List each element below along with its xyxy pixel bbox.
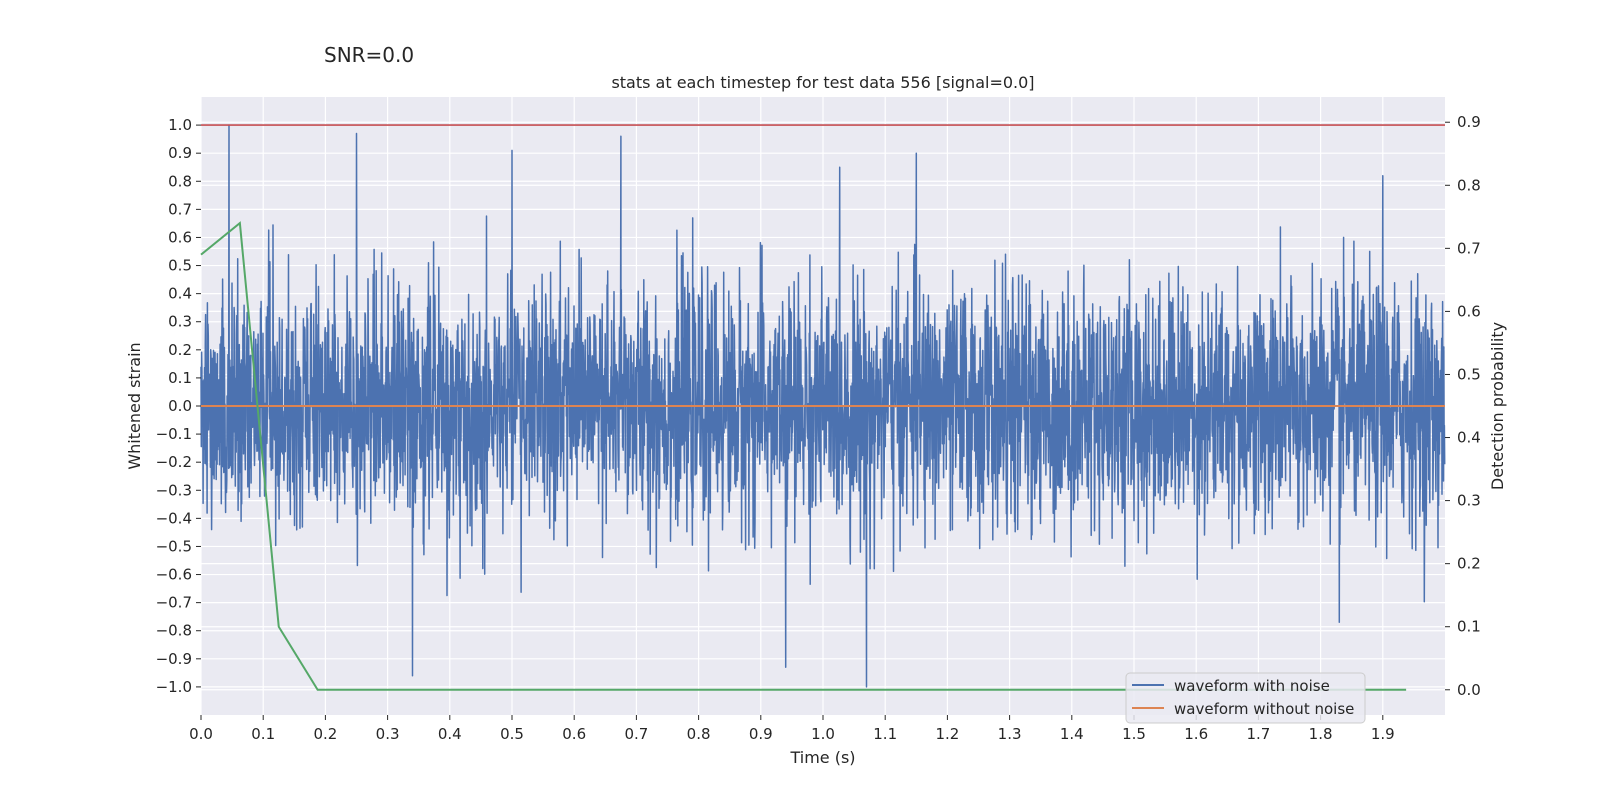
- y-tick-label: 0.0: [168, 397, 192, 415]
- legend-entry-waveform-with-noise: waveform with noise: [1174, 677, 1330, 695]
- y-tick-label: −0.6: [156, 566, 192, 584]
- legend: waveform with noise waveform without noi…: [1125, 672, 1366, 724]
- x-tick-label: 1.3: [998, 725, 1022, 743]
- y-axis-left: 1.0 0.9 0.8 0.7 0.6 0.5 0.4 0.3 0.2 0.1 0.0 −0.1 −0.…: [156, 116, 201, 696]
- y-tick-label: 0.2: [168, 341, 192, 359]
- x-axis-label: Time (s): [789, 748, 855, 767]
- y-right-tick-label: 0.9: [1457, 113, 1481, 131]
- y-tick-label: 0.4: [168, 285, 192, 303]
- x-tick-label: 0.6: [562, 725, 586, 743]
- x-tick-label: 1.0: [811, 725, 835, 743]
- x-tick-label: 0.1: [251, 725, 275, 743]
- y-tick-label: −0.5: [156, 537, 192, 555]
- x-axis: 0.0 0.1 0.2 0.3 0.4 0.5 0.6 0.7 0.8 0.9 1.0 1.1 1.2 1…: [189, 715, 1395, 743]
- y-tick-label: −0.2: [156, 453, 192, 471]
- y-axis-label: Whitened strain: [125, 342, 144, 469]
- y-tick-label: −0.3: [156, 481, 192, 499]
- legend-box: [1125, 672, 1366, 724]
- y-right-axis-label: Detection probability: [1488, 322, 1507, 490]
- x-tick-label: 1.1: [873, 725, 897, 743]
- x-tick-label: 1.7: [1246, 725, 1270, 743]
- x-tick-label: 0.3: [376, 725, 400, 743]
- y-tick-label: 0.1: [168, 369, 192, 387]
- x-tick-label: 1.9: [1371, 725, 1395, 743]
- y-axis-right: 0.9 0.8 0.7 0.6 0.5 0.4 0.3 0.2 0.1 0.0: [1445, 113, 1481, 699]
- y-tick-label: 0.9: [168, 144, 192, 162]
- chart-suptitle: SNR=0.0: [324, 43, 414, 67]
- y-right-tick-label: 0.6: [1457, 302, 1481, 320]
- x-tick-label: 0.0: [189, 725, 213, 743]
- x-tick-label: 0.9: [749, 725, 773, 743]
- x-tick-label: 0.5: [500, 725, 524, 743]
- y-tick-label: 0.3: [168, 313, 192, 331]
- y-right-tick-label: 0.1: [1457, 618, 1481, 636]
- legend-entry-waveform-without-noise: waveform without noise: [1174, 700, 1354, 718]
- y-right-tick-label: 0.2: [1457, 555, 1481, 573]
- x-tick-label: 0.8: [687, 725, 711, 743]
- y-right-tick-label: 0.4: [1457, 429, 1481, 447]
- y-tick-label: −0.9: [156, 650, 192, 668]
- y-tick-label: −0.7: [156, 594, 192, 612]
- x-tick-label: 0.2: [313, 725, 337, 743]
- y-right-tick-label: 0.0: [1457, 681, 1481, 699]
- x-tick-label: 0.4: [438, 725, 462, 743]
- y-tick-label: 1.0: [168, 116, 192, 134]
- x-tick-label: 1.8: [1309, 725, 1333, 743]
- y-tick-label: −0.4: [156, 509, 192, 527]
- y-tick-label: 0.8: [168, 172, 192, 190]
- x-tick-label: 1.6: [1184, 725, 1208, 743]
- x-tick-label: 1.5: [1122, 725, 1146, 743]
- y-right-tick-label: 0.7: [1457, 239, 1481, 257]
- y-tick-label: 0.5: [168, 257, 192, 275]
- y-right-tick-label: 0.5: [1457, 365, 1481, 383]
- x-tick-label: 0.7: [624, 725, 648, 743]
- y-tick-label: −1.0: [156, 678, 192, 696]
- y-tick-label: −0.8: [156, 622, 192, 640]
- x-tick-label: 1.4: [1060, 725, 1084, 743]
- y-tick-label: −0.1: [156, 425, 192, 443]
- x-tick-label: 1.2: [935, 725, 959, 743]
- chart-title: stats at each timestep for test data 556…: [611, 73, 1034, 92]
- y-tick-label: 0.6: [168, 228, 192, 246]
- y-right-tick-label: 0.3: [1457, 492, 1481, 510]
- y-right-tick-label: 0.8: [1457, 176, 1481, 194]
- y-tick-label: 0.7: [168, 200, 192, 218]
